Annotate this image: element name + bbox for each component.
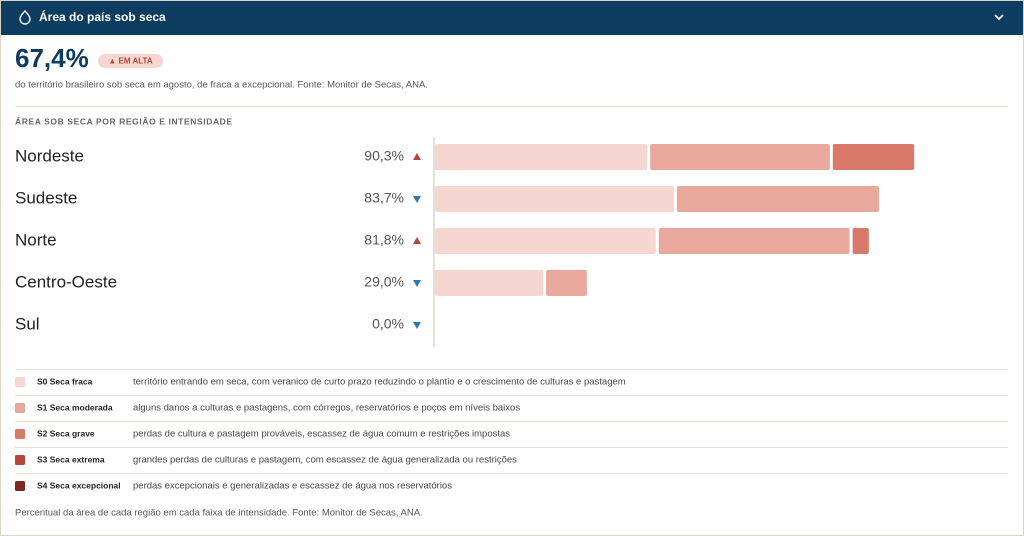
legend-swatch (15, 429, 25, 439)
bar-segment (832, 144, 915, 170)
trend-arrow (413, 280, 421, 287)
region-label: Sul (15, 314, 40, 333)
bar-segment (676, 186, 879, 212)
total-label: 81,8% (364, 232, 404, 248)
trend-arrow (413, 322, 421, 329)
badge (98, 54, 163, 68)
bar-segment (435, 144, 648, 170)
legend-swatch (15, 377, 25, 387)
bar-segment (658, 228, 850, 254)
badge-text: ▲ EM ALTA (108, 57, 152, 66)
legend-swatch (15, 481, 25, 491)
legend-description: perdas de cultura e pastagem prováveis, … (133, 429, 510, 440)
region-label: Sudeste (15, 188, 77, 207)
header-title: Área do país sob seca (39, 9, 166, 24)
legend-swatch (15, 403, 25, 413)
legend-name: S4 Seca excepcional (37, 480, 121, 490)
trend-arrow (413, 196, 421, 203)
stat-description: do território brasileiro sob seca em ago… (15, 80, 428, 91)
chart-title: ÁREA SOB SECA POR REGIÃO E INTENSIDADE (15, 116, 233, 126)
bar-segment (852, 228, 869, 254)
legend-name: S3 Seca extrema (37, 454, 105, 464)
bar-segment (435, 270, 544, 296)
trend-arrow (413, 237, 421, 244)
bar-segment (435, 186, 674, 212)
total-label: 83,7% (364, 190, 404, 206)
total-label: 0,0% (372, 316, 404, 332)
legend-name: S2 Seca grave (37, 428, 95, 438)
drop-icon (19, 10, 31, 25)
bar-segment (546, 270, 587, 296)
footer-note: Percentual da área de cada região em cad… (15, 508, 423, 519)
bar-segment (650, 144, 830, 170)
region-label: Centro-Oeste (15, 272, 117, 291)
legend-description: perdas excepcionais e generalizadas e es… (133, 481, 452, 492)
trend-arrow (413, 153, 421, 160)
stat-value: 67,4% (15, 43, 89, 73)
bar-segment (435, 228, 656, 254)
header-bar[interactable] (1, 1, 1023, 35)
total-label: 90,3% (364, 148, 404, 164)
region-label: Norte (15, 230, 57, 249)
legend-description: território entrando em seca, com veranic… (133, 377, 626, 388)
legend-description: grandes perdas de culturas e pastagem, c… (133, 455, 517, 466)
region-label: Nordeste (15, 146, 84, 165)
legend-description: alguns danos a culturas e pastagens, com… (133, 403, 520, 414)
legend-name: S1 Seca moderada (37, 402, 113, 412)
legend-name: S0 Seca fraca (37, 376, 93, 386)
total-label: 29,0% (364, 274, 404, 290)
chevron[interactable] (994, 14, 1004, 21)
legend-swatch (15, 455, 25, 465)
